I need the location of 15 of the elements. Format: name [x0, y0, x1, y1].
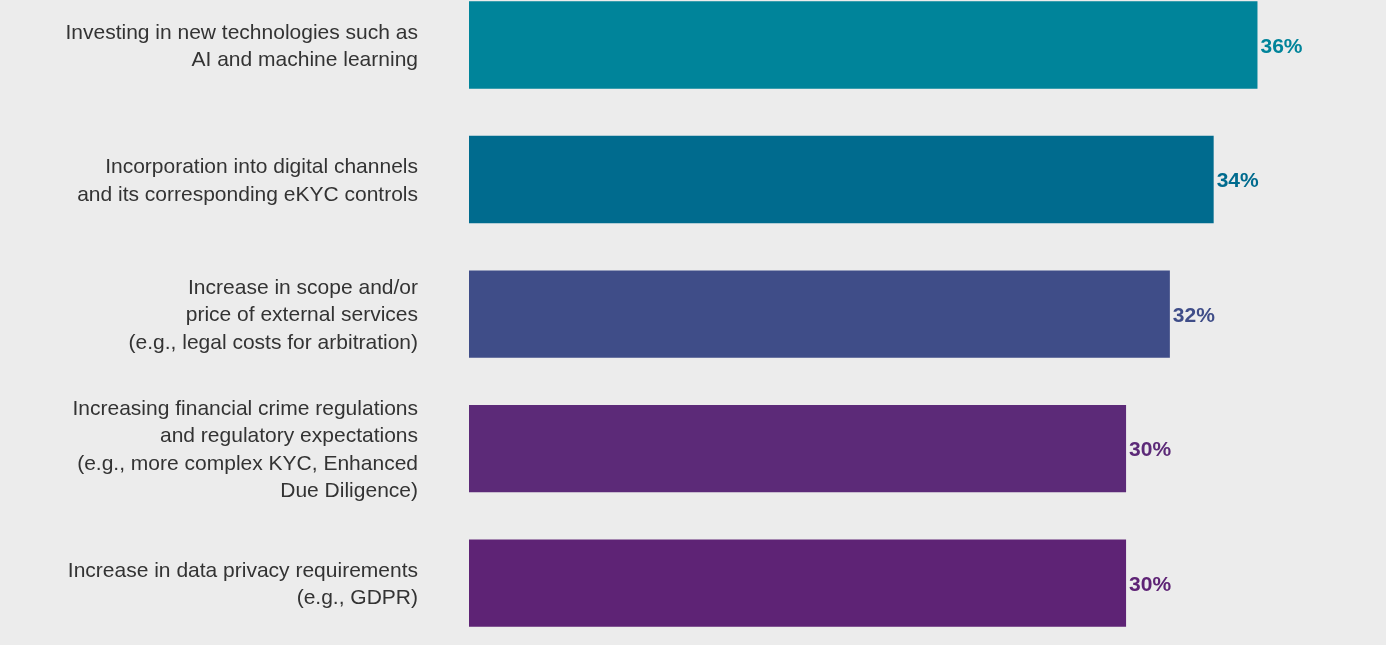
y-tick-label: Investing in new technologies such as AI and machine learning — [65, 19, 418, 71]
data-label: 32% — [1172, 302, 1216, 326]
y-tick-label: Increasing financial crime regulations and regulatory expectations (e.g., more complex KYC, Enhanced Due Diligence) — [72, 396, 418, 501]
bar — [469, 1, 1258, 89]
y-tick-label: Incorporation into digital channels and its corresponding eKYC controls — [77, 154, 418, 205]
y-tick-label: Increase in scope and/or price of external services (e.g., legal costs for arbitration) — [128, 275, 418, 353]
bar — [469, 404, 1127, 493]
data-label: 34% — [1216, 168, 1260, 192]
bar — [469, 135, 1214, 224]
data-label: 30% — [1129, 571, 1172, 595]
data-label: 36% — [1260, 33, 1303, 57]
y-tick-label: Increase in data privacy requirements (e.g., GDPR) — [67, 557, 418, 609]
data-label: 30% — [1129, 437, 1172, 461]
bar — [469, 539, 1127, 627]
bar — [469, 270, 1170, 358]
